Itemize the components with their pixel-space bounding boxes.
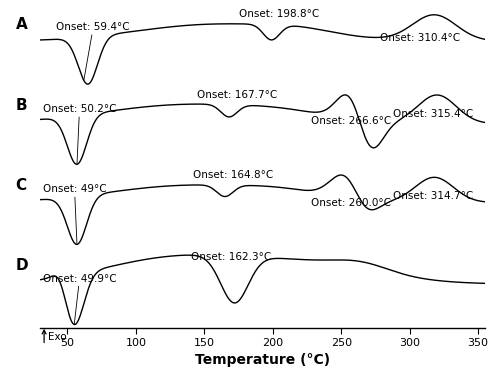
Text: D: D <box>16 258 28 273</box>
Text: A: A <box>16 17 28 32</box>
Text: Onset: 198.8°C: Onset: 198.8°C <box>238 9 319 20</box>
Text: Onset: 50.2°C: Onset: 50.2°C <box>42 104 116 164</box>
Text: Onset: 162.3°C: Onset: 162.3°C <box>190 251 271 262</box>
Text: Onset: 167.7°C: Onset: 167.7°C <box>198 90 278 100</box>
Text: Onset: 310.4°C: Onset: 310.4°C <box>380 33 460 43</box>
Text: Onset: 260.0°C: Onset: 260.0°C <box>311 198 391 208</box>
Text: B: B <box>16 98 27 113</box>
X-axis label: Temperature (°C): Temperature (°C) <box>195 352 330 366</box>
Text: Exo: Exo <box>48 332 67 342</box>
Text: Onset: 59.4°C: Onset: 59.4°C <box>56 22 130 80</box>
Text: Onset: 49.9°C: Onset: 49.9°C <box>42 273 117 325</box>
Text: Onset: 314.7°C: Onset: 314.7°C <box>394 191 473 201</box>
Text: Onset: 315.4°C: Onset: 315.4°C <box>394 109 473 119</box>
Text: Onset: 164.8°C: Onset: 164.8°C <box>194 170 274 180</box>
Text: Onset: 266.6°C: Onset: 266.6°C <box>311 116 392 126</box>
Text: C: C <box>16 178 26 193</box>
Text: Onset: 49°C: Onset: 49°C <box>42 184 106 244</box>
